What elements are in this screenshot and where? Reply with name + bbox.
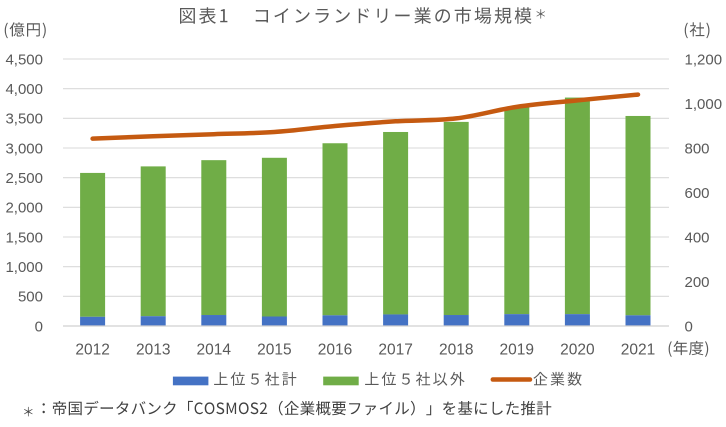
svg-text:2,000: 2,000 [5,200,43,217]
svg-text:2,500: 2,500 [5,170,43,187]
svg-text:400: 400 [685,229,710,246]
svg-text:2015: 2015 [257,342,291,359]
svg-text:2020: 2020 [560,342,595,359]
svg-text:800: 800 [685,140,710,157]
svg-text:2014: 2014 [197,342,232,359]
svg-text:4,000: 4,000 [5,81,43,98]
svg-text:500: 500 [18,289,43,306]
svg-text:2019: 2019 [500,342,534,359]
svg-text:2018: 2018 [439,342,473,359]
svg-text:3,000: 3,000 [5,140,43,157]
svg-text:2013: 2013 [136,342,170,359]
svg-text:1,200: 1,200 [685,51,723,68]
svg-text:4,500: 4,500 [5,51,43,68]
svg-text:1,000: 1,000 [5,259,43,276]
svg-text:2017: 2017 [378,342,412,359]
svg-text:200: 200 [685,274,710,291]
svg-text:0: 0 [685,318,693,335]
svg-text:2012: 2012 [75,342,109,359]
svg-text:2016: 2016 [318,342,352,359]
svg-text:3,500: 3,500 [5,111,43,128]
svg-text:1,000: 1,000 [685,96,723,113]
svg-text:2021: 2021 [621,342,655,359]
svg-text:1,500: 1,500 [5,229,43,246]
svg-text:0: 0 [35,318,43,335]
svg-text:600: 600 [685,185,710,202]
